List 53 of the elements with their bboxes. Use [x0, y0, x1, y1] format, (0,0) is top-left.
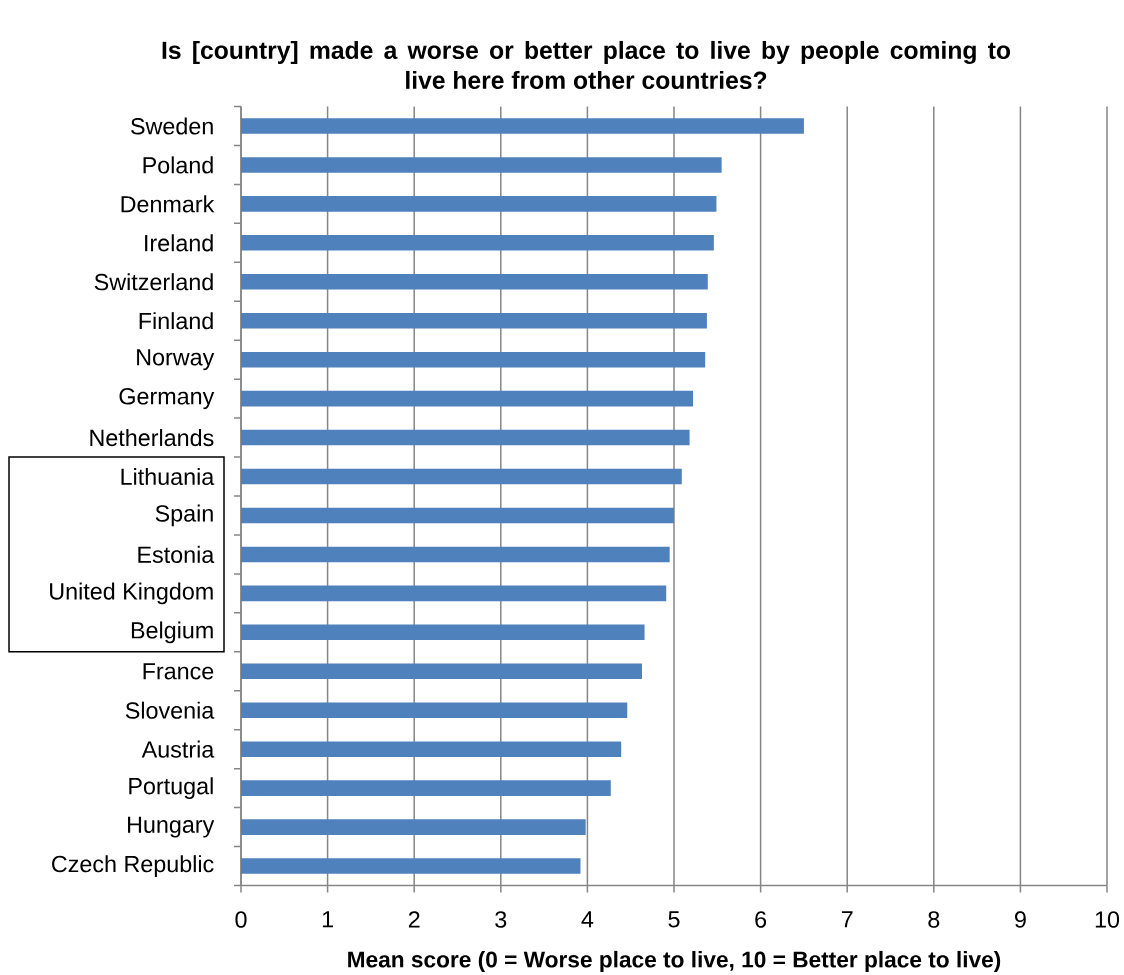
- y-tick-label: Estonia: [138, 545, 215, 563]
- y-tick-label: United Kingdom: [50, 582, 213, 605]
- x-tick-label: 7: [841, 911, 853, 928]
- y-tick-label: Hungary: [128, 816, 215, 838]
- bar: [241, 585, 667, 602]
- bar: [241, 157, 722, 173]
- bar: [241, 780, 611, 796]
- x-tick-label: 8: [928, 911, 940, 928]
- y-tick-label: Poland: [143, 156, 213, 174]
- y-tick-label: Sweden: [131, 117, 213, 135]
- x-tick-label: 10: [1095, 911, 1120, 928]
- bar: [241, 468, 682, 485]
- bar: [241, 546, 670, 563]
- y-tick-label: Denmark: [121, 195, 215, 213]
- bar: [241, 507, 675, 524]
- y-tick-label: Switzerland: [94, 273, 213, 291]
- bar: [241, 429, 690, 446]
- x-tick-label: 4: [581, 911, 594, 928]
- y-tick-label: Germany: [119, 388, 215, 410]
- x-tick-label: 9: [1015, 911, 1026, 928]
- bar: [241, 118, 804, 134]
- bar: [241, 312, 707, 329]
- x-tick-label: 6: [755, 911, 767, 928]
- y-tick-label: Netherlands: [90, 429, 214, 447]
- x-tick-label: 3: [495, 911, 507, 928]
- y-tick-label: Belgium: [131, 621, 213, 644]
- bar: [241, 624, 645, 641]
- x-tick-label: 1: [322, 911, 333, 928]
- bar: [241, 819, 586, 835]
- y-tick-label: Slovenia: [125, 701, 215, 719]
- y-tick-label: Spain: [155, 504, 213, 527]
- x-tick-label: 0: [235, 911, 247, 928]
- x-axis-title: Mean score (0 = Worse place to live, 10 = Better place to live): [348, 950, 1001, 973]
- bar: [241, 663, 642, 680]
- y-tick-label: Austria: [141, 740, 215, 758]
- bar: [241, 196, 717, 212]
- bar: [241, 351, 706, 368]
- x-tick-label: 2: [408, 911, 420, 928]
- y-tick-label: France: [143, 663, 214, 680]
- chart-title: Is [country] made a worse or better place to live by people coming to live here from other countries?: [162, 40, 1011, 90]
- bar: [241, 858, 581, 874]
- y-tick-label: Finland: [139, 312, 213, 330]
- x-tick-label: 5: [668, 911, 680, 928]
- y-tick-label: Ireland: [145, 234, 213, 252]
- bar: [241, 741, 622, 757]
- y-tick-label: Portugal: [129, 777, 213, 800]
- y-tick-label: Norway: [137, 349, 215, 371]
- y-tick-label: Czech Republic: [52, 855, 214, 877]
- y-tick-label: Lithuania: [121, 467, 215, 486]
- bar: [241, 273, 708, 290]
- bar: [241, 702, 628, 719]
- bar: [241, 390, 694, 407]
- bar: [241, 235, 714, 251]
